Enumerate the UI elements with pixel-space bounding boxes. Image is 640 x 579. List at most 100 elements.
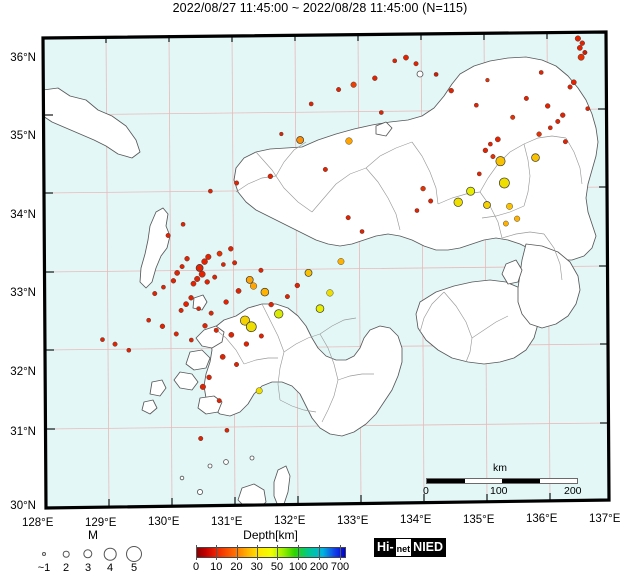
epicenter-marker[interactable] [219,353,226,360]
epicenter-marker[interactable] [294,282,300,289]
epicenter-marker[interactable] [170,278,177,284]
epicenter-marker[interactable] [202,323,208,329]
epicenter-marker[interactable] [221,262,226,267]
map-canvas[interactable] [40,30,612,512]
epicenter-marker[interactable] [538,70,544,75]
epicenter-marker[interactable] [245,275,254,284]
epicenter-marker[interactable] [536,131,542,137]
epicenter-marker[interactable] [326,289,334,297]
epicenter-marker[interactable] [574,35,581,42]
epicenter-marker[interactable] [322,166,328,172]
epicenter-marker[interactable] [506,202,513,210]
epicenter-marker[interactable] [495,156,506,167]
epicenter-marker[interactable] [234,180,240,186]
epicenter-marker[interactable] [255,387,263,395]
epicenter-marker[interactable] [413,61,419,67]
epicenter-marker[interactable] [585,106,591,111]
epicenter-marker[interactable] [514,215,521,222]
epicenter-marker[interactable] [213,327,219,333]
epicenter-marker[interactable] [173,331,179,337]
epicenter-marker[interactable] [560,112,566,118]
epicenter-marker[interactable] [392,58,398,64]
epicenter-marker[interactable] [531,153,540,162]
epicenter-marker[interactable] [562,139,568,145]
seismic-map[interactable] [40,30,612,512]
epicenter-marker[interactable] [126,347,132,353]
epicenter-marker[interactable] [208,188,213,194]
epicenter-marker[interactable] [448,88,454,94]
epicenter-marker[interactable] [258,267,264,273]
epicenter-marker[interactable] [204,279,210,285]
epicenter-marker[interactable] [152,291,158,297]
epicenter-marker[interactable] [240,315,251,326]
epicenter-marker[interactable] [216,398,222,404]
epicenter-marker[interactable] [433,72,439,77]
epicenter-marker[interactable] [279,131,284,137]
epicenter-marker[interactable] [483,201,491,209]
epicenter-marker[interactable] [453,197,463,207]
epicenter-marker[interactable] [336,87,342,93]
epicenter-marker[interactable] [545,103,551,109]
epicenter-marker[interactable] [304,268,313,277]
epicenter-marker[interactable] [188,295,194,301]
epicenter-marker[interactable] [510,114,516,120]
epicenter-marker[interactable] [350,81,357,88]
epicenter-marker[interactable] [488,141,493,147]
epicenter-marker[interactable] [548,125,553,131]
epicenter-marker[interactable] [567,84,573,90]
epicenter-marker[interactable] [212,274,218,280]
epicenter-marker[interactable] [180,222,186,227]
epicenter-marker[interactable] [216,250,223,257]
epicenter-marker[interactable] [296,136,305,144]
epicenter-marker[interactable] [165,232,171,238]
epicenter-marker[interactable] [174,270,180,276]
epicenter-marker[interactable] [194,275,201,282]
epicenter-marker[interactable] [196,306,201,311]
epicenter-marker[interactable] [466,186,476,196]
epicenter-marker[interactable] [228,331,235,338]
epicenter-marker[interactable] [243,341,250,347]
epicenter-marker[interactable] [199,383,206,390]
epicenter-marker[interactable] [494,136,501,143]
epicenter-marker[interactable] [337,258,345,265]
epicenter-marker[interactable] [477,171,482,177]
epicenter-marker[interactable] [570,79,577,86]
epicenter-marker[interactable] [224,428,230,433]
epicenter-marker[interactable] [268,301,274,308]
epicenter-marker[interactable] [403,54,409,61]
epicenter-marker[interactable] [482,147,489,154]
epicenter-marker[interactable] [308,101,314,107]
epicenter-marker[interactable] [577,53,585,61]
epicenter-marker[interactable] [178,307,184,313]
epicenter-marker[interactable] [198,270,206,278]
epicenter-marker[interactable] [490,154,496,160]
epicenter-marker[interactable] [579,40,585,46]
epicenter-marker[interactable] [372,75,378,81]
epicenter-marker[interactable] [474,102,479,108]
epicenter-marker[interactable] [159,323,166,329]
epicenter-marker[interactable] [499,177,510,189]
epicenter-marker[interactable] [359,229,365,234]
epicenter-marker[interactable] [245,321,257,333]
epicenter-marker[interactable] [184,256,190,262]
epicenter-marker[interactable] [428,198,434,204]
epicenter-marker[interactable] [267,173,274,180]
epicenter-marker[interactable] [161,284,166,290]
epicenter-marker[interactable] [379,110,384,115]
epicenter-marker[interactable] [232,260,238,266]
epicenter-marker[interactable] [284,294,290,300]
epicenter-marker[interactable] [555,118,561,124]
epicenter-markers[interactable] [100,35,591,441]
epicenter-marker[interactable] [146,317,151,323]
epicenter-marker[interactable] [345,137,353,145]
epicenter-marker[interactable] [414,208,420,213]
epicenter-marker[interactable] [189,337,194,343]
epicenter-marker[interactable] [190,280,197,287]
epicenter-marker[interactable] [582,50,588,55]
epicenter-marker[interactable] [234,362,239,367]
epicenter-marker[interactable] [206,374,212,381]
epicenter-marker[interactable] [420,185,426,192]
epicenter-marker[interactable] [223,299,229,305]
epicenter-marker[interactable] [576,45,583,51]
epicenter-marker[interactable] [100,337,105,342]
